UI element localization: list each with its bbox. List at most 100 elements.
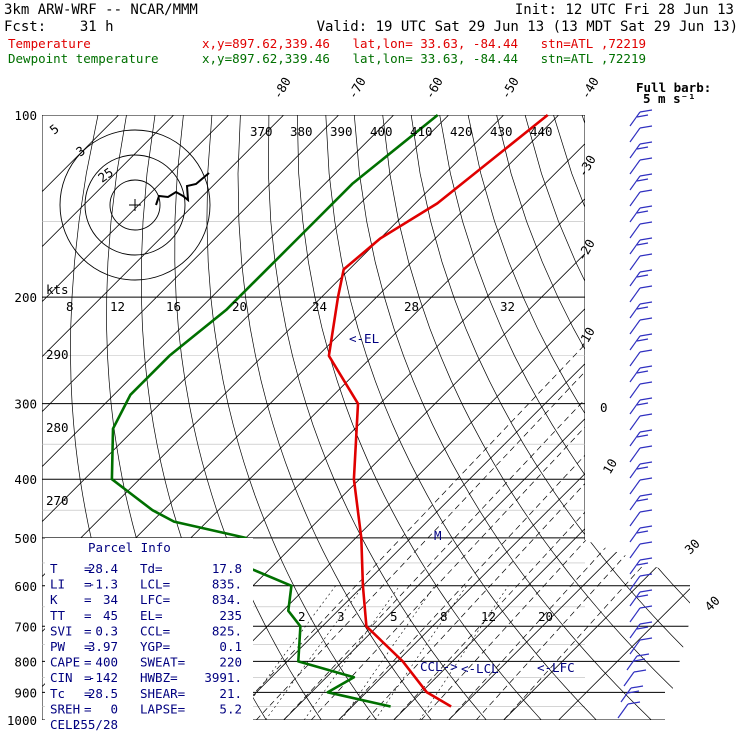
moist-adiabat-line [228, 296, 631, 720]
wind-barb [629, 159, 641, 175]
parcel-value: -142 [88, 670, 118, 685]
isotherm-label: 0 [600, 400, 608, 415]
wind-barb [629, 367, 641, 383]
parcel-value: 5.2 [219, 701, 242, 716]
mixing-ratio-label: 2 [298, 609, 306, 624]
hodograph-unit: kts [46, 282, 69, 297]
mixing-ratio-line [374, 585, 467, 720]
wind-barb-flag [639, 365, 653, 369]
wind-barb [617, 703, 629, 719]
parcel-key: SHEAR= [140, 686, 185, 701]
dewpoint-label: Dewpoint temperature [8, 51, 159, 66]
parcel-key: Tc [50, 686, 65, 701]
dry-adiabat-line [353, 115, 652, 720]
mixing-ratio-label: 8 [66, 299, 74, 314]
wind-barb-flag [639, 301, 653, 305]
wind-barb-flag [627, 690, 640, 694]
wind-barb [629, 255, 641, 271]
parcel-box [45, 538, 253, 723]
wind-barb [629, 607, 641, 623]
parcel-key: CAPE [50, 655, 80, 670]
moist-adiabat-line [255, 296, 656, 720]
theta-label: 420 [450, 124, 473, 139]
dewpoint-profile [110, 113, 439, 708]
wind-barb [629, 447, 641, 463]
parcel-eq: = [84, 701, 92, 716]
isotherm-line [42, 115, 339, 720]
wind-barb-flag [639, 237, 653, 241]
isotherm-line [42, 115, 174, 720]
dry-adiabat-line [206, 115, 377, 720]
theta-left-label: 290 [46, 347, 69, 362]
wind-barb-flag [639, 541, 653, 545]
wind-barb-flag [639, 333, 653, 337]
wind-barb-flag [639, 525, 653, 529]
wind-barb-flag [639, 589, 653, 593]
wind-barb [629, 111, 641, 127]
parcel-value: 34 [103, 592, 118, 607]
moist-adiabat-line [420, 296, 690, 720]
mixing-ratio-line [265, 585, 364, 720]
theta-label: 370 [250, 124, 273, 139]
moist-adiabat-line [448, 296, 690, 720]
dry-adiabat-line [553, 115, 690, 720]
wind-barb-flag [639, 557, 653, 561]
wind-barb-flag [639, 461, 653, 465]
dry-adiabat-line [296, 115, 542, 720]
parcel-value: 45 [103, 608, 118, 623]
wind-barb [629, 271, 641, 287]
parcel-value: 255/28 [73, 717, 118, 732]
wind-barb-flag [639, 317, 653, 321]
parcel-key: SWEAT= [140, 655, 185, 670]
mixing-ratio-line [419, 585, 509, 720]
parcel-key: Td= [140, 561, 163, 576]
parcel-key: EL= [140, 608, 163, 623]
parcel-value: 3991. [204, 670, 242, 685]
dry-adiabat-line [268, 115, 487, 720]
temperature-info: x,y=897.62,339.46 lat,lon= 33.63, -84.44… [202, 36, 647, 51]
level-marker-lfc: <-LFC [537, 660, 575, 675]
wind-barb [629, 319, 641, 335]
wind-barb [629, 639, 641, 655]
hodograph-ring-label: 25 [95, 165, 116, 186]
dry-adiabat-line [581, 115, 690, 720]
wind-barb-flag [636, 402, 649, 406]
isotherm-label: -80 [270, 74, 294, 101]
hodograph-ring-label: 3 [73, 143, 88, 160]
wind-barb-flag [630, 685, 644, 689]
dry-adiabat-line [325, 115, 597, 720]
isotherm-label: -70 [345, 74, 369, 101]
wind-barb [629, 463, 641, 479]
wind-barb-flag [639, 141, 653, 145]
wind-barb-flag [636, 146, 649, 150]
wind-barb [629, 559, 641, 575]
parcel-key: T [50, 561, 58, 576]
wind-barb-flag [639, 189, 653, 193]
wind-barb-flag [639, 621, 653, 625]
wind-barb-flag [639, 221, 653, 225]
wind-barb [629, 575, 641, 591]
valid-time: Valid: 19 UTC Sat 29 Jun 13 (13 MDT Sat … [316, 19, 738, 35]
wind-barb-flag [639, 509, 653, 513]
wind-barb [629, 543, 641, 559]
parcel-eq: = [84, 686, 92, 701]
isotherm-label: -30 [575, 152, 599, 179]
mixing-ratio-label: 20 [538, 609, 553, 624]
mixing-ratio-label: 28 [404, 299, 419, 314]
wind-barb-flag [636, 653, 650, 657]
theta-label: 400 [370, 124, 393, 139]
wind-barb [629, 239, 641, 255]
theta-left-label: 280 [46, 420, 69, 435]
wind-barb [626, 655, 638, 671]
parcel-eq: = [84, 592, 92, 607]
wind-barb [629, 383, 641, 399]
parcel-value: 0 [110, 701, 118, 716]
wind-barb-flag [639, 253, 653, 257]
wind-barb-flag [636, 370, 649, 374]
wind-barb [629, 415, 641, 431]
wind-barb-flag [636, 626, 649, 630]
parcel-key: SREH [50, 701, 80, 716]
level-marker-m: M [434, 528, 442, 543]
parcel-key: CCL= [140, 623, 170, 638]
dry-adiabat-line [724, 115, 740, 720]
